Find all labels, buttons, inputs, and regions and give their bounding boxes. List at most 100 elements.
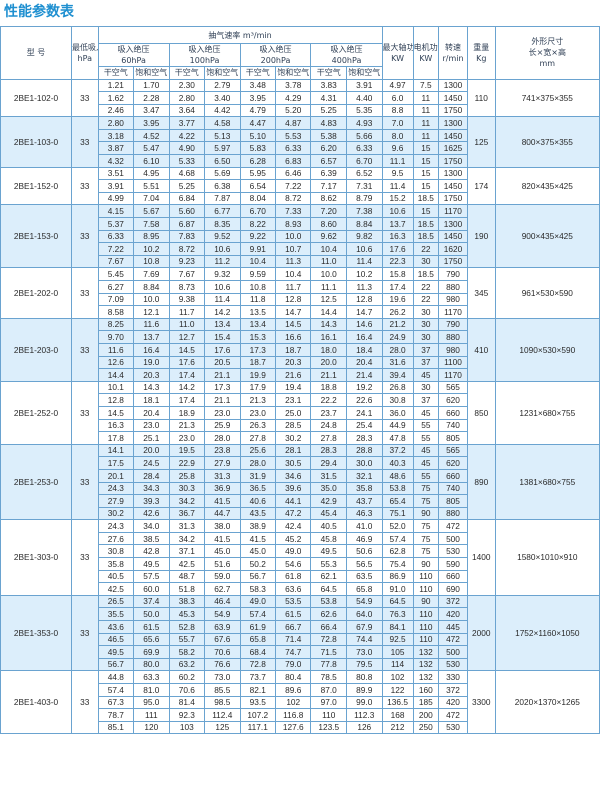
dims-value: 1580×1010×910 [494, 519, 600, 596]
table-cell: 76.6 [204, 657, 241, 672]
table-cell: 22 [412, 280, 440, 294]
header-dims: 外形尺寸 长×宽×高 mm [494, 26, 600, 80]
table-cell: 62.7 [204, 582, 241, 596]
table-cell: 40.6 [239, 494, 277, 508]
header-pressure-400: 吸入绝压 400hPa [310, 43, 383, 67]
table-cell: 71.4 [274, 632, 312, 647]
table-cell: 123.5 [310, 720, 347, 735]
table-cell: 13.5 [239, 305, 277, 319]
model-name: 2BE1-252-0 [0, 380, 72, 445]
table-cell: 110 [412, 632, 440, 647]
table-cell: 20.1 [97, 468, 135, 483]
table-row: 4.32 6.10 5.33 6.50 6.28 6.83 6.57 6.70 11.1 15 17… [1, 154, 600, 168]
table-cell: 57.4 [381, 531, 414, 546]
table-cell: 880 [438, 330, 468, 344]
table-cell: 740 [438, 418, 468, 433]
table-cell: 37 [412, 355, 440, 370]
table-cell: 63.6 [274, 582, 312, 596]
table-cell: 7.58 [133, 217, 170, 231]
table-row: 17.8 25.1 23.0 28.0 27.8 30.2 27.8 28.3 47.8 55 80… [1, 431, 600, 445]
table-cell: 530 [438, 544, 468, 559]
table-cell: 8.35 [204, 217, 241, 231]
table-cell: 28.5 [274, 418, 312, 433]
table-cell: 10.0 [310, 267, 347, 281]
table-cell: 1750 [438, 103, 468, 118]
table-cell: 55 [412, 418, 440, 433]
table-cell: 4.52 [133, 128, 170, 143]
header-dry-air: 干空气 [168, 66, 206, 80]
table-cell: 500 [438, 645, 468, 659]
table-cell: 41.5 [204, 531, 241, 546]
table-cell: 4.42 [204, 103, 241, 118]
table-cell: 372 [438, 594, 468, 609]
table-row: 35.8 49.5 42.5 51.6 50.2 54.6 55.3 56.5 75.4 90 59… [1, 557, 600, 571]
table-cell: 75.4 [381, 557, 414, 571]
table-cell: 6.70 [345, 154, 383, 168]
table-cell: 38.0 [204, 519, 241, 533]
table-cell: 116.8 [274, 708, 312, 722]
table-cell: 22.9 [168, 456, 206, 470]
model-name: 2BE1-152-0 [0, 166, 72, 206]
table-cell: 11 [412, 91, 440, 105]
header-dry-air: 干空气 [310, 66, 347, 80]
header-pressure-value: 200hPa [260, 56, 291, 65]
table-cell: 7.17 [310, 179, 347, 193]
table-cell: 60.2 [168, 670, 206, 684]
table-cell: 98.5 [204, 695, 241, 710]
table-cell: 740 [438, 481, 468, 496]
table-cell: 35.0 [310, 481, 347, 496]
table-cell: 12.1 [133, 305, 170, 319]
table-cell: 28.3 [310, 443, 347, 458]
table-cell: 27.8 [239, 431, 277, 445]
table-cell: 4.79 [239, 103, 277, 118]
table-cell: 10.0 [133, 292, 170, 307]
table-cell: 29.4 [310, 456, 347, 470]
table-cell: 53.5 [274, 594, 312, 609]
table-cell: 31.6 [381, 355, 414, 370]
table-cell: 880 [438, 280, 468, 294]
table-cell: 110 [412, 569, 440, 584]
table-cell: 93.5 [239, 695, 277, 710]
table-cell: 5.35 [345, 103, 383, 118]
table-cell: 980 [438, 292, 468, 307]
table-cell: 65.8 [239, 632, 277, 647]
table-cell: 45.3 [168, 607, 206, 622]
table-cell: 43.5 [239, 506, 277, 521]
table-cell: 68.4 [239, 645, 277, 659]
table-cell: 73.0 [204, 670, 241, 684]
table-cell: 25.6 [239, 443, 277, 458]
model-name: 2BE1-203-0 [0, 317, 72, 382]
table-cell: 15.2 [381, 191, 414, 206]
table-cell: 10.6 [204, 280, 241, 294]
table-cell: 1170 [438, 204, 468, 219]
table-cell: 89.9 [345, 683, 383, 697]
table-cell: 9.82 [345, 229, 383, 244]
table-cell: 30 [412, 317, 440, 332]
table-cell: 30.8 [97, 544, 135, 559]
table-row: 3.87 5.47 4.90 5.97 5.83 6.33 6.20 6.33 9.6 15 162… [1, 141, 600, 156]
table-cell: 14.5 [274, 317, 312, 332]
table-cell: 14.3 [133, 380, 170, 395]
table-cell: 6.70 [239, 204, 277, 219]
model-name: 2BE1-353-0 [0, 594, 72, 672]
table-cell: 53.8 [310, 594, 347, 609]
table-cell: 42.5 [97, 582, 135, 596]
table-cell: 330 [438, 670, 468, 684]
dims-value: 1752×1160×1050 [494, 594, 600, 672]
table-cell: 15.4 [204, 330, 241, 344]
table-cell: 445 [438, 620, 468, 634]
table-cell: 6.27 [97, 280, 135, 294]
table-cell: 13.4 [239, 317, 277, 332]
table-cell: 11.0 [310, 254, 347, 269]
table-row: 2BE1-153-0 33 4.15 5.67 5.60 6.77 6.70 7.33 7.20… [0, 204, 600, 269]
table-row: 2BE1-353-0 33 26.5 37.4 38.3 46.4 49.0 53.5 53.8… [0, 594, 600, 672]
table-cell: 3.64 [168, 103, 206, 118]
table-cell: 14.5 [168, 342, 206, 357]
table-cell: 18.8 [310, 380, 347, 395]
table-cell: 27.8 [310, 431, 347, 445]
table-cell: 15.8 [381, 267, 414, 281]
table-cell: 42.5 [168, 557, 206, 571]
table-row: 2BE1-103-0 33 2.80 3.95 3.77 4.58 4.47 4.87 4.83… [0, 116, 600, 168]
table-cell: 61.5 [274, 607, 312, 622]
table-cell: 67.9 [345, 620, 383, 634]
